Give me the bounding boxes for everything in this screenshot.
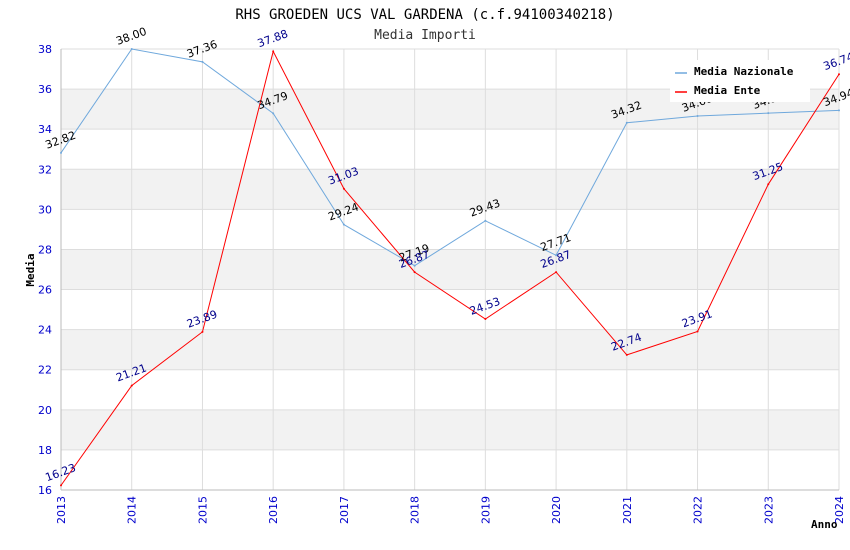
data-point [484,318,487,321]
data-point [130,384,133,387]
x-tick-label: 2019 [479,496,492,524]
x-tick-label: 2024 [833,496,846,524]
y-tick-label: 32 [38,163,52,176]
data-point [413,264,416,267]
y-tick-label: 22 [38,364,52,377]
data-point [484,219,487,222]
y-axis-ticks: 16 18 20 22 24 26 28 30 32 34 36 38 [38,43,52,497]
data-point [696,330,699,333]
x-tick-label: 2015 [196,496,209,524]
legend: Media Nazionale Media Ente [670,60,810,102]
data-point [555,254,558,257]
series-line-media-nazionale [60,48,840,267]
y-tick-label: 18 [38,444,52,457]
data-point [625,353,628,356]
data-label: 36.74 [822,50,850,73]
data-point [130,48,133,50]
series-layer [60,48,840,487]
x-tick-label: 2021 [621,496,634,524]
data-label: 37.88 [256,27,290,50]
x-tick-label: 2023 [762,496,775,524]
legend-box [670,60,810,102]
data-point [201,60,204,63]
y-tick-label: 28 [38,243,52,256]
x-tick-label: 2016 [267,496,280,524]
x-tick-label: 2018 [409,496,422,524]
data-point [272,112,275,115]
data-point [201,330,204,333]
y-tick-label: 20 [38,404,52,417]
x-axis-ticks: 2013 2014 2015 2016 2017 2018 2019 2020 2021 2022… [55,496,846,524]
data-point [625,121,628,124]
data-point [767,112,770,115]
plot-background-bands [61,89,839,450]
data-point [555,271,558,274]
legend-label-media-ente: Media Ente [694,84,761,97]
plot-band [61,409,839,450]
data-point [767,183,770,186]
y-tick-label: 36 [38,83,52,96]
legend-label-media-nazionale: Media Nazionale [694,65,794,78]
y-axis-label: Media [24,253,37,286]
data-point [838,109,840,112]
data-point [60,484,62,487]
data-point [696,114,699,117]
data-point [272,50,275,53]
chart-subtitle: Media Importi [374,28,476,43]
data-point [342,223,345,226]
x-tick-label: 2022 [692,496,705,524]
y-tick-label: 26 [38,284,52,297]
data-point [413,271,416,274]
x-axis-label: Anno [811,518,838,531]
data-point [60,151,62,154]
y-tick-label: 38 [38,43,52,56]
data-point [342,187,345,190]
plot-band [61,249,839,290]
series-line-media-ente [60,50,840,486]
x-tick-label: 2014 [126,496,139,524]
plot-band [61,329,839,370]
chart-title: RHS GROEDEN UCS VAL GARDENA (c.f.9410034… [235,7,614,23]
data-label: 38.00 [114,25,148,48]
x-tick-label: 2017 [338,496,351,524]
y-tick-label: 16 [38,484,52,497]
data-point [838,73,840,76]
x-tick-label: 2020 [550,496,563,524]
y-tick-label: 30 [38,203,52,216]
plot-band [61,169,839,210]
y-tick-label: 34 [38,123,52,136]
x-tick-label: 2013 [55,496,68,524]
y-tick-label: 24 [38,324,52,337]
